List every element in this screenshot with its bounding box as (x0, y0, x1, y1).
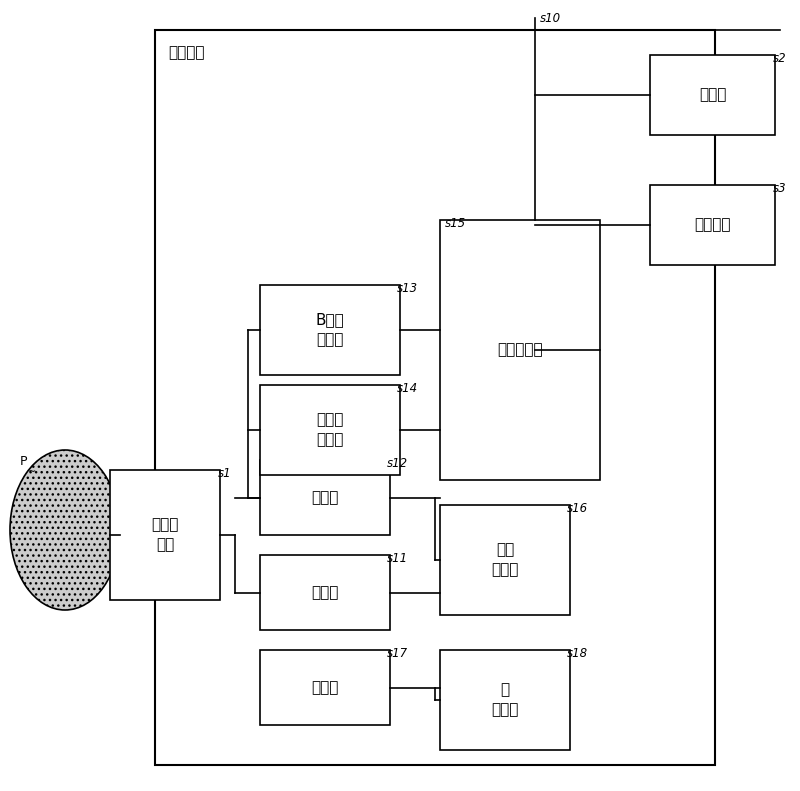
Text: 发送部: 发送部 (311, 585, 338, 600)
Text: s11: s11 (387, 552, 408, 565)
Ellipse shape (10, 450, 120, 610)
Text: s14: s14 (397, 382, 418, 395)
Text: 多普勒
处理部: 多普勒 处理部 (316, 413, 344, 448)
Text: s1: s1 (218, 467, 232, 480)
Bar (440, 505, 570, 615)
Text: 输入装置: 输入装置 (694, 218, 730, 233)
Bar (260, 285, 400, 375)
Bar (440, 650, 570, 750)
Bar (440, 220, 600, 480)
Text: P: P (20, 455, 27, 468)
Text: 内
存储部: 内 存储部 (491, 683, 518, 717)
Text: s12: s12 (387, 457, 408, 470)
Text: 超声波
探头: 超声波 探头 (151, 517, 178, 552)
Bar (260, 460, 390, 535)
Text: s18: s18 (567, 647, 588, 660)
Bar (650, 185, 775, 265)
Bar (650, 55, 775, 135)
Text: 监视器: 监视器 (699, 88, 726, 103)
Text: B模式
处理部: B模式 处理部 (316, 312, 344, 347)
Text: s15: s15 (445, 217, 466, 230)
Text: 图像处理部: 图像处理部 (497, 343, 543, 358)
Text: s17: s17 (387, 647, 408, 660)
Bar (110, 470, 220, 600)
Text: s2: s2 (773, 52, 786, 65)
Bar (260, 555, 390, 630)
Text: ~: ~ (28, 467, 36, 477)
Text: 装置主体: 装置主体 (168, 45, 205, 60)
Text: s13: s13 (397, 282, 418, 295)
Text: 接收部: 接收部 (311, 490, 338, 505)
Bar (260, 650, 390, 725)
Text: 控制部: 控制部 (311, 680, 338, 695)
Text: s16: s16 (567, 502, 588, 515)
Text: s3: s3 (773, 182, 786, 195)
Text: s10: s10 (540, 12, 561, 25)
Bar (260, 385, 400, 475)
Text: 图像
存储器: 图像 存储器 (491, 543, 518, 577)
Bar (155, 30, 715, 765)
